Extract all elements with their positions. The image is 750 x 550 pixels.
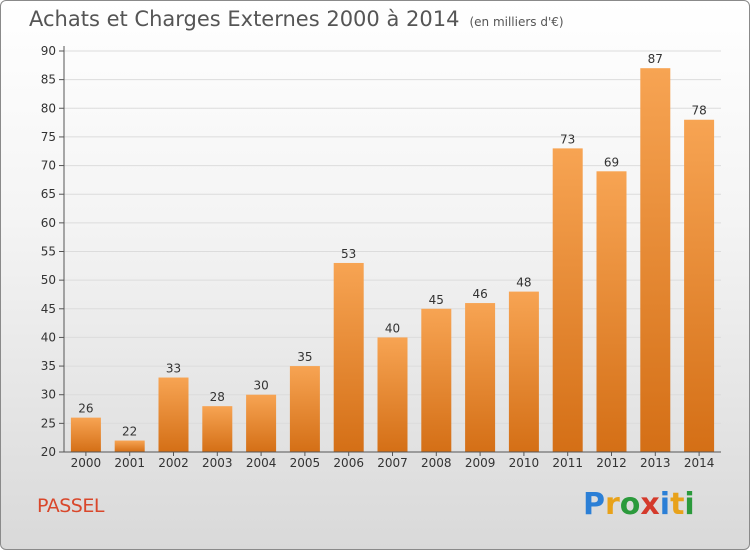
y-tick-label: 55 bbox=[41, 245, 56, 259]
x-tick-label: 2010 bbox=[509, 456, 540, 470]
data-label: 30 bbox=[253, 379, 268, 393]
x-tick-label: 2005 bbox=[290, 456, 321, 470]
x-tick-label: 2000 bbox=[71, 456, 102, 470]
x-tick-label: 2011 bbox=[552, 456, 583, 470]
data-label: 53 bbox=[341, 247, 356, 261]
bar bbox=[596, 171, 627, 453]
data-label: 48 bbox=[516, 276, 531, 290]
logo-letter: t bbox=[670, 487, 685, 522]
bar bbox=[552, 148, 583, 452]
y-tick-label: 50 bbox=[41, 273, 56, 287]
x-tick-label: 2008 bbox=[421, 456, 452, 470]
bar bbox=[114, 440, 145, 452]
data-label: 22 bbox=[122, 425, 137, 439]
data-label: 26 bbox=[78, 402, 93, 416]
data-label: 28 bbox=[210, 390, 225, 404]
y-tick-label: 90 bbox=[41, 44, 56, 58]
logo-letter: o bbox=[619, 487, 641, 522]
bar bbox=[333, 262, 364, 452]
y-tick-label: 85 bbox=[41, 73, 56, 87]
y-tick-label: 45 bbox=[41, 302, 56, 316]
logo-letter: i bbox=[659, 487, 671, 522]
x-tick-label: 2003 bbox=[202, 456, 233, 470]
bar bbox=[377, 337, 408, 452]
x-tick-label: 2002 bbox=[158, 456, 189, 470]
y-tick-label: 30 bbox=[41, 388, 56, 402]
bar bbox=[246, 394, 277, 452]
data-label: 46 bbox=[472, 287, 487, 301]
logo-letter: x bbox=[640, 487, 660, 522]
y-tick-label: 80 bbox=[41, 101, 56, 115]
bar bbox=[158, 377, 189, 452]
x-tick-label: 2007 bbox=[377, 456, 408, 470]
data-label: 78 bbox=[691, 104, 706, 118]
y-tick-label: 25 bbox=[41, 416, 56, 430]
data-label: 35 bbox=[297, 350, 312, 364]
chart-title-text: Achats et Charges Externes 2000 à 2014 bbox=[29, 7, 460, 31]
y-tick-label: 65 bbox=[41, 187, 56, 201]
logo-letter: r bbox=[605, 487, 620, 522]
logo-letter: i bbox=[684, 487, 695, 522]
bar bbox=[202, 406, 233, 452]
x-tick-label: 2009 bbox=[465, 456, 496, 470]
y-tick-label: 75 bbox=[41, 130, 56, 144]
y-tick-label: 60 bbox=[41, 216, 56, 230]
bar bbox=[684, 119, 715, 452]
logo-letter: P bbox=[583, 487, 605, 522]
bar bbox=[508, 291, 539, 452]
x-tick-label: 2014 bbox=[684, 456, 715, 470]
x-tick-label: 2001 bbox=[114, 456, 145, 470]
bar bbox=[640, 68, 671, 452]
y-tick-label: 70 bbox=[41, 159, 56, 173]
chart-subtitle: (en milliers d'€) bbox=[469, 15, 564, 29]
bar bbox=[465, 303, 496, 452]
data-label: 69 bbox=[604, 155, 619, 169]
chart-title: Achats et Charges Externes 2000 à 2014 (e… bbox=[29, 7, 564, 31]
data-label: 40 bbox=[385, 321, 400, 335]
y-tick-label: 20 bbox=[41, 445, 56, 459]
data-label: 45 bbox=[429, 293, 444, 307]
data-label: 87 bbox=[648, 52, 663, 66]
x-tick-label: 2006 bbox=[333, 456, 364, 470]
commune-name: PASSEL bbox=[37, 495, 104, 517]
proxiti-logo[interactable]: Proxiti bbox=[583, 487, 695, 522]
x-tick-label: 2004 bbox=[246, 456, 277, 470]
data-label: 73 bbox=[560, 132, 575, 146]
x-tick-label: 2012 bbox=[596, 456, 627, 470]
x-tick-label: 2013 bbox=[640, 456, 671, 470]
y-tick-label: 35 bbox=[41, 359, 56, 373]
y-tick-label: 40 bbox=[41, 330, 56, 344]
data-label: 33 bbox=[166, 362, 181, 376]
bar bbox=[70, 417, 101, 452]
bar bbox=[289, 366, 320, 452]
bar bbox=[421, 308, 452, 452]
